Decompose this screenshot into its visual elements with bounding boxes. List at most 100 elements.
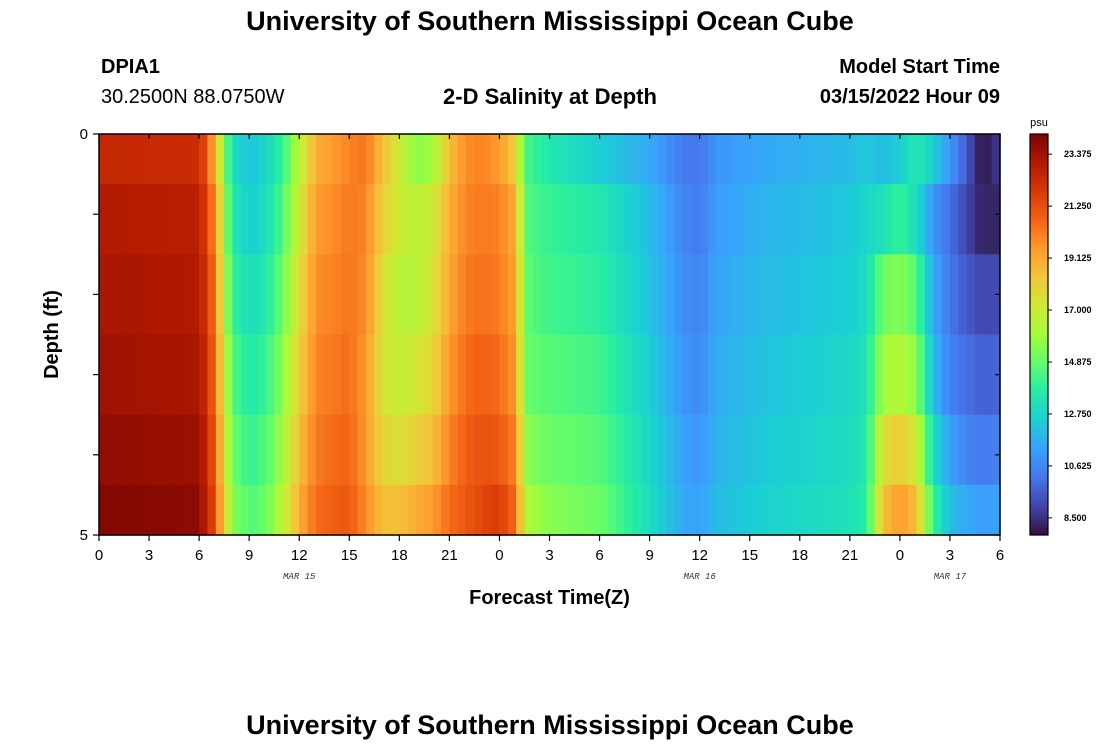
heatmap-cell [432, 184, 442, 255]
heatmap-cell [783, 334, 793, 416]
heatmap-cell [691, 414, 701, 486]
heatmap-cell [749, 484, 759, 536]
heatmap-cell [466, 334, 476, 416]
heatmap-cell [249, 184, 259, 255]
heatmap-cell [265, 184, 275, 255]
heatmap-cell [441, 184, 450, 255]
heatmap-cell [365, 484, 375, 536]
heatmap-cell [140, 184, 150, 255]
heatmap-cell [574, 184, 584, 255]
heatmap-cell [799, 184, 809, 255]
heatmap-cell [407, 134, 417, 185]
heatmap-cell [899, 414, 909, 486]
station-coordinates: 30.2500N 88.0750W [101, 86, 285, 108]
heatmap-cell [107, 484, 117, 536]
date-label: MAR 17 [934, 572, 967, 582]
heatmap-cell [407, 254, 417, 336]
heatmap-cell [282, 414, 292, 486]
heatmap-cell [924, 254, 934, 336]
heatmap-cell [249, 484, 259, 536]
heatmap-cell [624, 254, 634, 336]
heatmap-cell [416, 414, 425, 486]
heatmap-cell [390, 134, 400, 185]
heatmap-cell [582, 184, 592, 255]
heatmap-cell [607, 184, 617, 255]
heatmap-cell [591, 134, 601, 185]
heatmap-cell [766, 134, 776, 185]
heatmap-cell [816, 134, 826, 185]
heatmap-cell [416, 134, 425, 185]
heatmap-cell [115, 484, 125, 536]
heatmap-cell [808, 254, 818, 336]
heatmap-cell [541, 134, 551, 185]
heatmap-cell [107, 184, 117, 255]
heatmap-cell [574, 414, 584, 486]
heatmap-cell [816, 414, 826, 486]
heatmap-cell [774, 484, 784, 536]
heatmap-cell [449, 184, 459, 255]
heatmap-cell [958, 254, 968, 336]
heatmap-cell [182, 184, 192, 255]
heatmap-cell [474, 414, 484, 486]
heatmap-cell [591, 414, 601, 486]
heatmap-cell [215, 254, 225, 336]
heatmap-cell [958, 414, 968, 486]
heatmap-cell [249, 334, 259, 416]
heatmap-cell [724, 184, 734, 255]
heatmap-cell [899, 484, 909, 536]
heatmap-cell [124, 334, 133, 416]
heatmap-cell [916, 484, 926, 536]
heatmap-cell [682, 254, 692, 336]
heatmap-cell [566, 254, 576, 336]
colorbar-tick-label: 8.500 [1064, 513, 1087, 523]
heatmap-cell [649, 254, 659, 336]
heatmap-cell [340, 184, 350, 255]
date-label: MAR 15 [283, 572, 316, 582]
heatmap-cell [724, 484, 734, 536]
heatmap-cell [340, 484, 350, 536]
heatmap-cell [766, 484, 776, 536]
heatmap-cell [224, 334, 234, 416]
heatmap-cell [657, 334, 667, 416]
heatmap-cell [499, 184, 509, 255]
heatmap-cell [165, 484, 175, 536]
heatmap-cell [424, 484, 434, 536]
heatmap-cell [607, 254, 617, 336]
heatmap-cell [591, 184, 601, 255]
heatmap-cell [315, 254, 325, 336]
heatmap-cell [691, 134, 701, 185]
heatmap-cell [758, 184, 767, 255]
heatmap-cell [424, 134, 434, 185]
heatmap-cell [257, 254, 267, 336]
heatmap-cell [616, 134, 626, 185]
heatmap-cell [441, 254, 450, 336]
heatmap-cell [374, 134, 384, 185]
heatmap-cell [858, 334, 868, 416]
heatmap-cell [816, 484, 826, 536]
heatmap-cell [691, 484, 701, 536]
heatmap-cell [699, 254, 709, 336]
heatmap-cell [157, 254, 167, 336]
heatmap-cell [974, 484, 984, 536]
heatmap-cell [215, 334, 225, 416]
heatmap-cell [332, 484, 342, 536]
heatmap-cell [666, 334, 676, 416]
heatmap-cell [816, 254, 826, 336]
heatmap-cell [307, 184, 317, 255]
heatmap-cell [933, 254, 943, 336]
heatmap-cell [908, 484, 918, 536]
heatmap-cell [557, 254, 567, 336]
heatmap-cell [574, 134, 584, 185]
heatmap-cell [474, 134, 484, 185]
heatmap-cell [382, 184, 392, 255]
heatmap-cell [340, 254, 350, 336]
heatmap-cell [874, 484, 884, 536]
heatmap-cell [107, 254, 117, 336]
heatmap-cell [733, 134, 742, 185]
heatmap-cell [149, 134, 158, 185]
heatmap-cell [491, 254, 501, 336]
heatmap-cell [307, 334, 317, 416]
heatmap-cell [491, 134, 501, 185]
heatmap-cell [474, 254, 484, 336]
heatmap-cell [749, 134, 759, 185]
